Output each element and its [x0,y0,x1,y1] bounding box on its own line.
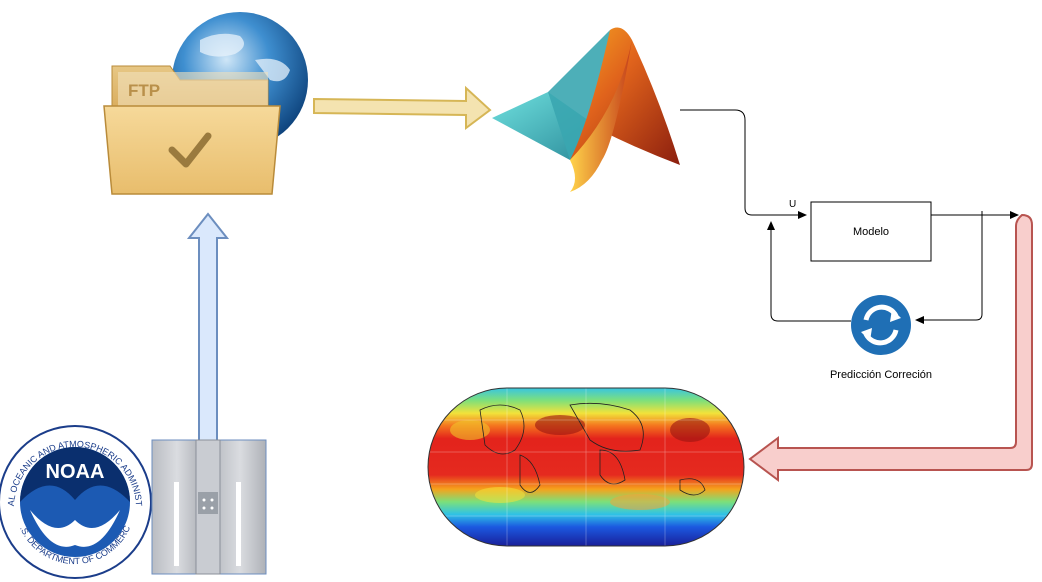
folder-icon: FTP [103,65,281,195]
ftp-label: FTP [128,81,160,100]
checkmark-icon [168,132,212,168]
noaa-acronym: NOAA [46,461,105,483]
control-loop: U Modelo Predicción Correción [680,109,1019,381]
flow-arrow-server-to-ftp [186,212,230,445]
model-label: Modelo [853,226,889,238]
correction-label: Predicción Correción [830,369,932,381]
ftp-server-icon: FTP [103,12,308,195]
input-u-label: U [789,199,796,210]
server-rack-icon [151,439,267,575]
model-block [810,201,932,262]
matlab-logo [492,27,680,192]
global-temperature-map [427,387,745,547]
flow-arrow-ftp-to-matlab [313,85,492,130]
flow-arrow-loop-to-map [748,213,1033,482]
refresh-icon [851,295,911,355]
